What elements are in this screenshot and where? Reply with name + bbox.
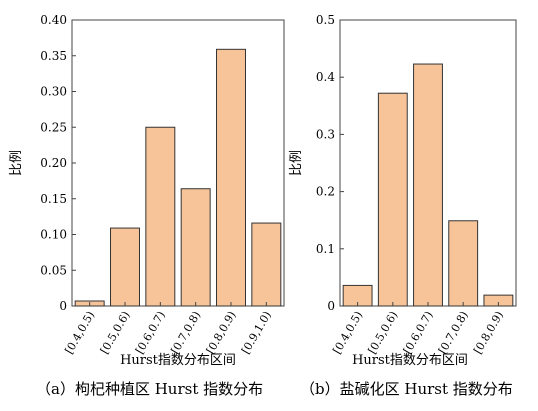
chart-b-ytick-label: 0.4 — [316, 70, 335, 84]
chart-b-ytick-label: 0.3 — [316, 127, 335, 141]
chart-a-xlabel: Hurst指数分布区间 — [120, 353, 236, 368]
chart-b-xtick-label: [0.4,0.5) — [330, 309, 365, 356]
chart-b-ytick-label: 0.5 — [316, 13, 335, 27]
chart-b-xlabel: Hurst指数分布区间 — [352, 353, 468, 368]
chart-a-xtick-label: [0.6,0.7) — [133, 309, 168, 356]
chart-a-ytick-label: 0.40 — [40, 13, 67, 27]
chart-b-bar — [377, 92, 408, 307]
chart-a-ytick-label: 0.10 — [40, 228, 67, 242]
chart-b-ytick-label: 0.1 — [316, 242, 335, 256]
chart-b-ytick-label: 0.2 — [316, 185, 335, 199]
chart-a-ytick-label: 0.35 — [40, 49, 67, 63]
chart-a-xtick-label: [0.7,0.8) — [168, 309, 203, 356]
chart-a-ytick-label: 0 — [59, 299, 67, 313]
chart-a-ytick-label: 0.05 — [40, 263, 67, 277]
chart-a-xtick-label: [0.9,1.0) — [239, 309, 274, 356]
chart-b-xtick-label: [0.5,0.6) — [366, 309, 401, 356]
chart-b-ylabel: 比例 — [289, 150, 304, 176]
chart-b-hurst-salinization: 0 0.1 0.2 0.3 0.4 0.5 [0.4,0.5) [0.5,0.6) [0.6,0… — [289, 13, 517, 368]
chart-a-bar — [216, 48, 246, 307]
chart-a-xtick-label: [0.4,0.5) — [62, 309, 97, 356]
chart-a-bar — [145, 126, 176, 307]
chart-b-bar — [448, 220, 479, 307]
chart-a-bar — [180, 188, 211, 307]
chart-b-xtick-label: [0.7,0.8) — [436, 309, 471, 356]
chart-a-bar — [251, 222, 282, 307]
chart-a-ylabel: 比例 — [9, 150, 24, 176]
chart-b-xtick-label: [0.8,0.9) — [471, 309, 506, 356]
chart-a-xtick-label: [0.5,0.6) — [98, 309, 133, 356]
caption-a: （a）枸杞种植区 Hurst 指数分布 — [36, 380, 264, 398]
chart-a-ytick-label: 0.15 — [40, 192, 67, 206]
chart-b-ytick-label: 0 — [327, 299, 335, 313]
chart-a-ytick-label: 0.25 — [40, 120, 67, 134]
caption-b: （b）盐碱化区 Hurst 指数分布 — [300, 380, 513, 398]
chart-b-bar — [413, 63, 443, 307]
chart-a-ytick-label: 0.30 — [40, 85, 67, 99]
chart-a-bar — [110, 227, 140, 307]
chart-b-xtick-label: [0.6,0.7) — [401, 309, 436, 356]
chart-a-xtick-label: [0.8,0.9) — [204, 309, 239, 356]
chart-a-ytick-label: 0.20 — [40, 156, 67, 170]
chart-a-hurst-wolfberry: 0 0.05 0.10 0.15 0.20 0.25 0.30 0.35 0.40 [0.4,0.… — [9, 13, 285, 368]
